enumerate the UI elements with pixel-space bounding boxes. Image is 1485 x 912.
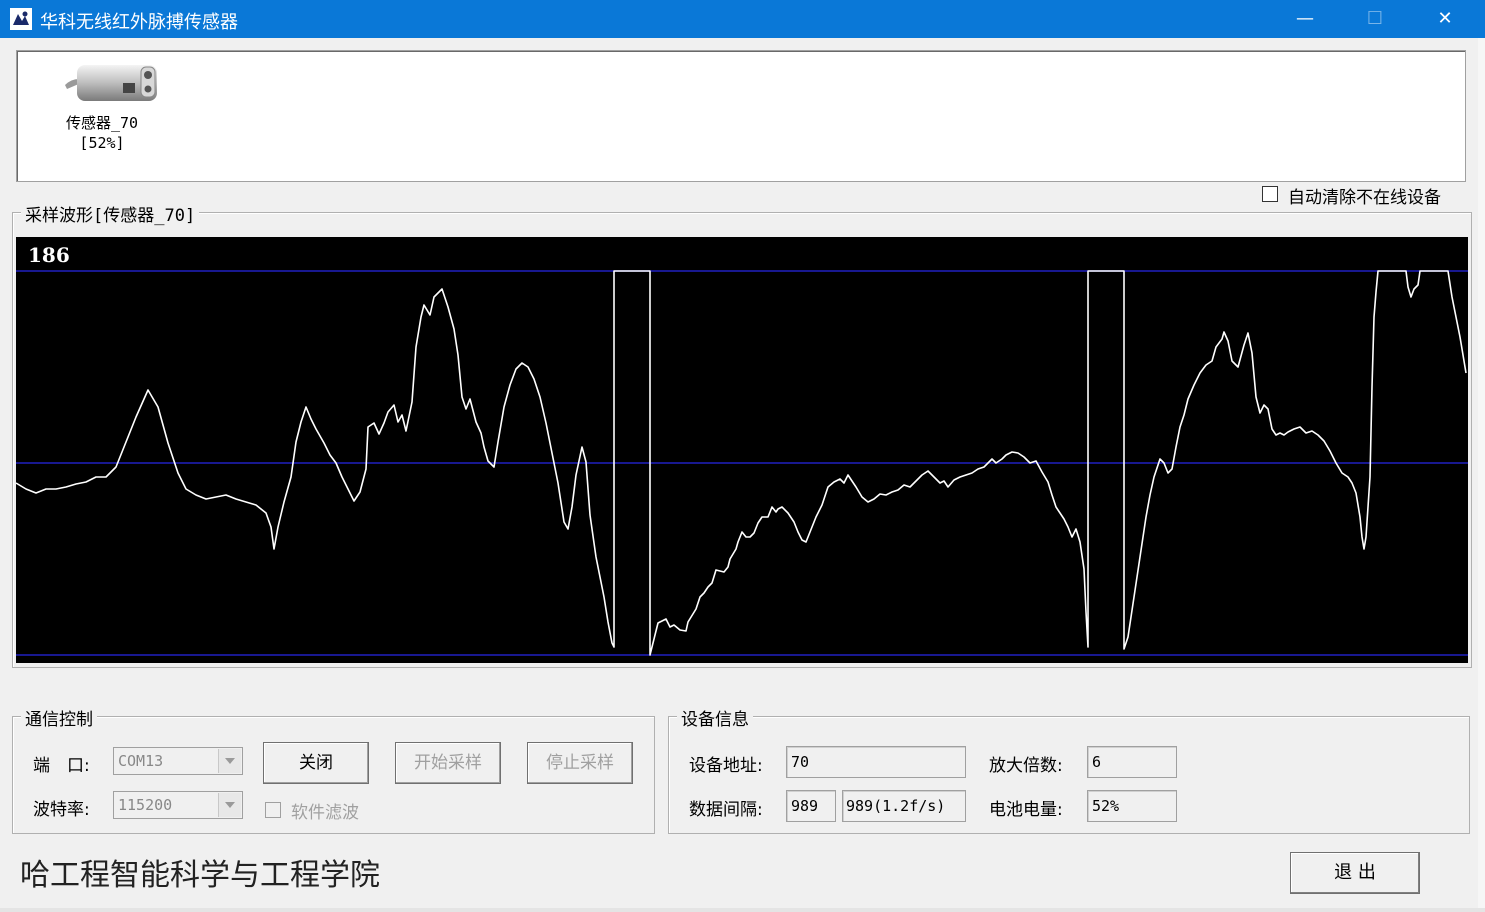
baud-select[interactable]: 115200 xyxy=(113,791,243,819)
app-icon xyxy=(10,8,32,30)
software-filter-checkbox[interactable] xyxy=(265,802,281,818)
address-label: 设备地址: xyxy=(689,756,763,776)
device-item[interactable]: 传感器_70 [52%] xyxy=(47,57,157,167)
gain-label: 放大倍数: xyxy=(989,756,1063,776)
waveform-group: 采样波形[传感器_70] 186 xyxy=(12,201,1472,668)
gain-field[interactable]: 6 xyxy=(1087,746,1177,778)
battery-field[interactable]: 52% xyxy=(1087,790,1177,822)
interval-rate-field[interactable]: 989(1.2f/s) xyxy=(842,790,966,822)
interval-value: 989 xyxy=(791,797,819,815)
interval-rate-value: 989(1.2f/s) xyxy=(846,797,946,815)
title-bar[interactable]: 华科无线红外脉搏传感器 — ☐ ✕ xyxy=(0,0,1485,38)
chevron-down-icon[interactable] xyxy=(218,793,241,817)
device-list-panel[interactable]: 传感器_70 [52%] xyxy=(16,50,1466,182)
window-edge-right xyxy=(1478,38,1485,912)
address-value: 70 xyxy=(791,753,810,771)
minimize-button[interactable]: — xyxy=(1296,8,1314,29)
comm-group-title: 通信控制 xyxy=(21,705,97,730)
waveform-max-value: 186 xyxy=(28,243,70,267)
port-select[interactable]: COM13 xyxy=(113,747,243,775)
address-field[interactable]: 70 xyxy=(786,746,966,778)
organization-label: 哈工程智能科学与工程学院 xyxy=(20,858,380,893)
stop-sampling-button[interactable]: 停止采样 xyxy=(527,742,633,784)
checkbox-icon[interactable] xyxy=(1262,186,1278,202)
device-name: 传感器_70 xyxy=(65,114,139,132)
chevron-down-icon[interactable] xyxy=(218,749,241,773)
software-filter-label: 软件滤波 xyxy=(291,803,359,823)
info-group-title: 设备信息 xyxy=(677,705,753,730)
baud-label: 波特率: xyxy=(33,800,90,820)
gain-value: 6 xyxy=(1092,753,1102,771)
waveform-plot: 186 xyxy=(16,237,1468,663)
device-battery: [52%] xyxy=(79,134,125,152)
window-title: 华科无线红外脉搏传感器 xyxy=(40,12,238,33)
auto-clear-label: 自动清除不在线设备 xyxy=(1288,188,1441,208)
window-edge-bottom xyxy=(0,908,1485,912)
interval-label: 数据间隔: xyxy=(689,800,763,820)
baud-value: 115200 xyxy=(118,796,173,814)
battery-label: 电池电量: xyxy=(989,800,1063,820)
device-info-group: 设备信息 设备地址: 70 放大倍数: 6 数据间隔: 989 989(1.2f… xyxy=(668,705,1470,834)
sensor-device-icon xyxy=(65,57,161,109)
comm-control-group: 通信控制 端 口: COM13 波特率: 115200 关闭 开始采样 停止采样… xyxy=(12,705,655,834)
port-value: COM13 xyxy=(118,752,164,770)
pulse-waveform-trace xyxy=(16,270,1467,656)
interval-field[interactable]: 989 xyxy=(786,790,836,822)
maximize-button[interactable]: ☐ xyxy=(1366,8,1384,29)
exit-button[interactable]: 退 出 xyxy=(1290,852,1420,894)
battery-value: 52% xyxy=(1092,797,1120,815)
waveform-title: 采样波形[传感器_70] xyxy=(21,201,200,226)
close-window-button[interactable]: ✕ xyxy=(1437,8,1453,29)
start-sampling-button[interactable]: 开始采样 xyxy=(395,742,501,784)
port-label: 端 口: xyxy=(33,756,90,776)
close-port-button[interactable]: 关闭 xyxy=(263,742,369,784)
